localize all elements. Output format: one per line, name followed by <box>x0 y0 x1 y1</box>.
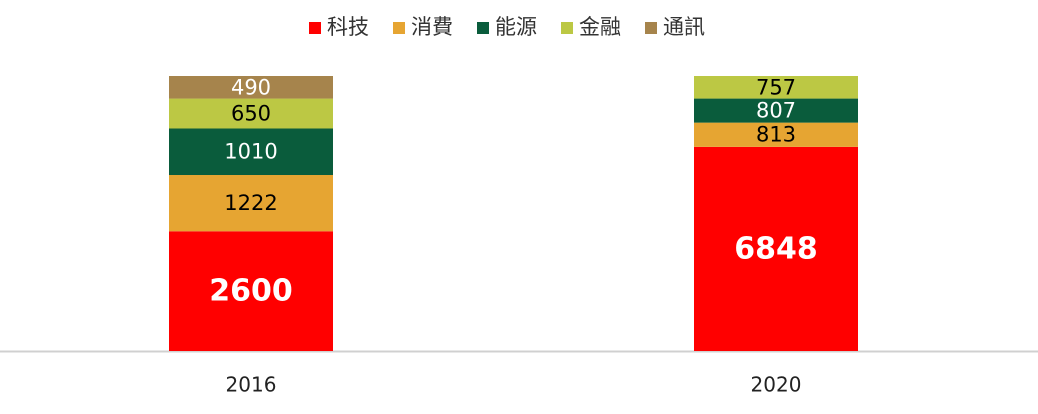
bar-segment <box>169 175 333 232</box>
legend-label: 能源 <box>495 15 537 39</box>
bar-segment <box>169 231 333 351</box>
legend-swatch <box>561 22 573 34</box>
legend-swatch <box>309 22 321 34</box>
legend-swatch <box>645 22 657 34</box>
legend-label: 科技 <box>327 15 369 39</box>
data-label: 1222 <box>224 191 277 215</box>
legend-swatch <box>393 22 405 34</box>
bar-segment <box>169 76 333 99</box>
legend-swatch <box>477 22 489 34</box>
x-tick-label: 2016 <box>226 373 277 397</box>
legend-label: 金融 <box>579 15 621 39</box>
bar-segment <box>694 98 858 123</box>
data-label: 2600 <box>209 274 293 309</box>
data-label: 807 <box>756 99 796 123</box>
data-label: 6848 <box>734 231 818 266</box>
bar-segment <box>169 128 333 176</box>
data-label: 757 <box>756 75 796 99</box>
bar-segment <box>694 122 858 147</box>
bar-segment <box>694 76 858 99</box>
legend-label: 消費 <box>411 15 453 39</box>
data-label: 650 <box>231 102 271 126</box>
bar-segment <box>169 98 333 129</box>
data-label: 490 <box>231 75 271 99</box>
legend-label: 通訊 <box>663 15 705 39</box>
x-tick-label: 2020 <box>751 373 802 397</box>
bar-segment <box>694 146 858 351</box>
data-label: 813 <box>756 123 796 147</box>
data-label: 1010 <box>224 140 277 164</box>
